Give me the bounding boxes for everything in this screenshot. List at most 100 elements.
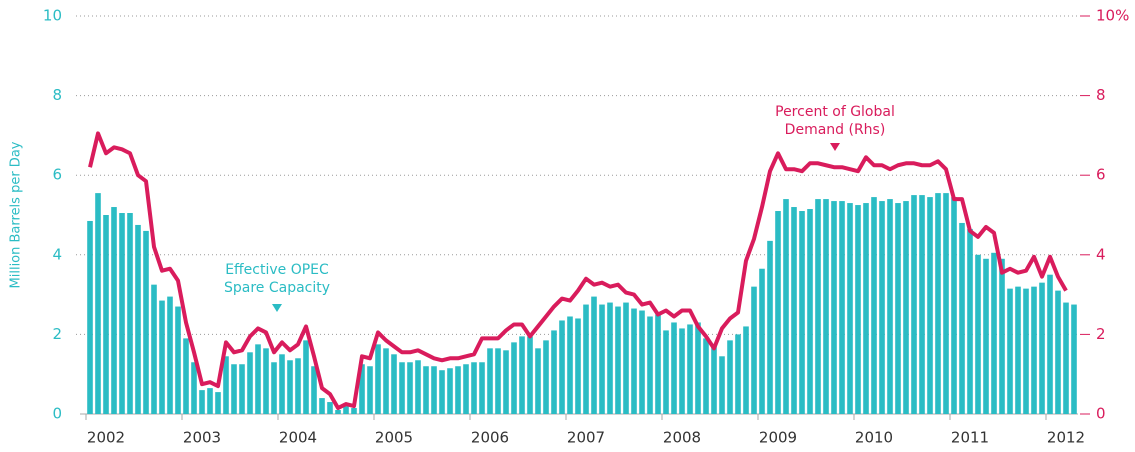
bar [1023,288,1029,414]
y-tick-label: 10 [43,7,62,25]
bar [327,402,333,414]
x-tick-label: 2002 [87,429,125,447]
bar [855,205,861,414]
bar [895,203,901,414]
y2-tick-label: 2 [1096,325,1106,343]
bar [567,316,573,414]
bar [783,199,789,414]
bar [471,362,477,414]
bar [455,366,461,414]
bar [943,193,949,414]
bar [575,318,581,414]
bar [479,362,485,414]
bar [1015,286,1021,414]
y-tick-label: 4 [52,245,62,263]
bar [159,300,165,414]
bar [407,362,413,414]
bar [391,354,397,414]
x-tick-label: 2003 [183,429,221,447]
bar [775,211,781,414]
bar [983,258,989,414]
y2-tick-label: 6 [1096,166,1106,184]
bar [463,364,469,414]
x-tick-label: 2008 [663,429,701,447]
bar [303,340,309,414]
bar [487,348,493,414]
bar [279,354,285,414]
annotation: Percent of Global [775,104,895,120]
bar [223,356,229,414]
bar [127,213,133,414]
bar [559,320,565,414]
annotation: Demand (Rhs) [785,122,886,138]
bar [527,336,533,414]
bar [663,330,669,414]
y-tick-label: 6 [52,166,62,184]
bar [167,296,173,414]
bar [447,368,453,414]
bar [647,316,653,414]
bar [551,330,557,414]
bar [959,222,965,414]
bar [799,211,805,414]
bar [1039,282,1045,414]
y2-tick-label: 4 [1096,245,1106,263]
bar [335,410,341,414]
bar [215,392,221,414]
bar [239,364,245,414]
bar [351,408,357,414]
bar [543,340,549,414]
bar [991,252,997,414]
bar [359,364,365,414]
x-tick-label: 2012 [1047,429,1085,447]
x-tick-label: 2006 [471,429,509,447]
bar [199,390,205,414]
bar [927,197,933,414]
bar [503,350,509,414]
bar [903,201,909,414]
bar [671,322,677,414]
bar [183,338,189,414]
bar [175,306,181,414]
bar [703,338,709,414]
line [88,131,1068,411]
y-axis-label: Million Barrels per Day [9,141,24,288]
bar [615,306,621,414]
y-tick-label: 0 [52,405,62,423]
bar [1055,290,1061,414]
bar [831,201,837,414]
y2-tick-label: 10% [1096,7,1129,25]
bar [151,284,157,414]
bar [727,340,733,414]
bar [287,360,293,414]
bar [735,334,741,414]
bar [975,254,981,414]
y-tick-label: 8 [52,86,62,104]
bar [1031,286,1037,414]
y2-tick-label: 8 [1096,86,1106,104]
bar [207,388,213,414]
bar [847,203,853,414]
bar [111,207,117,414]
bar [871,197,877,414]
bar [879,201,885,414]
x-tick-label: 2005 [375,429,413,447]
x-tick-label: 2007 [567,429,605,447]
bar [231,364,237,414]
bar [911,195,917,414]
y-tick-label: 2 [52,325,62,343]
y2-tick-label: 0 [1096,405,1106,423]
x-tick-label: 2010 [855,429,893,447]
bar [191,362,197,414]
annotation-arrow [830,143,840,151]
bar [511,342,517,414]
bar [367,366,373,414]
bar [863,203,869,414]
bar [519,336,525,414]
bar [399,362,405,414]
bar [255,344,261,414]
bar [639,310,645,414]
bar [583,304,589,414]
bar [967,228,973,414]
